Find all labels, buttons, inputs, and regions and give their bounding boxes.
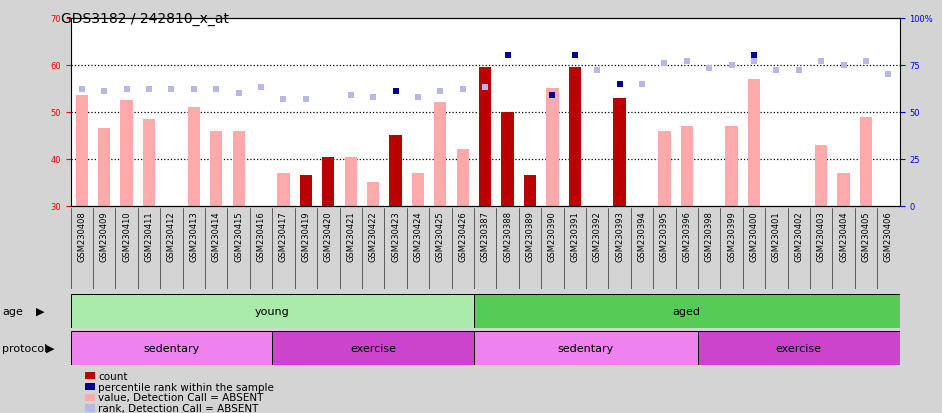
Text: GSM230401: GSM230401 bbox=[771, 211, 781, 261]
Text: GSM230390: GSM230390 bbox=[548, 211, 557, 261]
Bar bbox=[837, 173, 850, 206]
Bar bbox=[187, 108, 200, 206]
Text: GSM230402: GSM230402 bbox=[794, 211, 804, 261]
Text: GSM230422: GSM230422 bbox=[368, 211, 378, 261]
Bar bbox=[210, 131, 222, 206]
Bar bbox=[277, 173, 289, 206]
Text: GSM230419: GSM230419 bbox=[301, 211, 311, 261]
Text: GSM230392: GSM230392 bbox=[593, 211, 602, 261]
Text: GSM230417: GSM230417 bbox=[279, 211, 288, 261]
Text: GSM230426: GSM230426 bbox=[458, 211, 467, 261]
Text: GDS3182 / 242810_x_at: GDS3182 / 242810_x_at bbox=[61, 12, 229, 26]
Text: GSM230405: GSM230405 bbox=[862, 211, 870, 261]
Bar bbox=[501, 112, 513, 206]
Text: GSM230399: GSM230399 bbox=[727, 211, 736, 261]
Text: GSM230411: GSM230411 bbox=[144, 211, 154, 261]
Text: GSM230387: GSM230387 bbox=[480, 211, 490, 262]
Text: GSM230416: GSM230416 bbox=[256, 211, 266, 261]
Text: ▶: ▶ bbox=[36, 306, 44, 316]
Text: protocol: protocol bbox=[2, 343, 47, 353]
Text: exercise: exercise bbox=[776, 344, 821, 354]
Text: GSM230414: GSM230414 bbox=[212, 211, 220, 261]
Bar bbox=[681, 127, 693, 206]
Text: GSM230400: GSM230400 bbox=[750, 211, 758, 261]
Text: GSM230425: GSM230425 bbox=[436, 211, 445, 261]
Text: GSM230408: GSM230408 bbox=[77, 211, 87, 261]
Bar bbox=[815, 145, 827, 206]
Bar bbox=[883, 206, 895, 254]
Text: GSM230393: GSM230393 bbox=[615, 211, 624, 262]
Text: GSM230410: GSM230410 bbox=[122, 211, 131, 261]
Text: GSM230395: GSM230395 bbox=[659, 211, 669, 261]
Text: value, Detection Call = ABSENT: value, Detection Call = ABSENT bbox=[98, 392, 264, 402]
Text: young: young bbox=[255, 306, 289, 316]
Bar bbox=[345, 157, 357, 206]
Text: GSM230413: GSM230413 bbox=[189, 211, 199, 261]
Text: GSM230394: GSM230394 bbox=[638, 211, 646, 261]
Text: GSM230424: GSM230424 bbox=[414, 211, 422, 261]
Text: GSM230388: GSM230388 bbox=[503, 211, 512, 262]
Bar bbox=[143, 120, 155, 206]
Bar bbox=[698, 332, 900, 366]
Bar bbox=[412, 173, 424, 206]
Bar bbox=[300, 176, 312, 206]
Text: GSM230415: GSM230415 bbox=[235, 211, 243, 261]
Bar bbox=[636, 206, 648, 286]
Bar bbox=[457, 150, 469, 206]
Bar bbox=[389, 136, 401, 206]
Text: GSM230396: GSM230396 bbox=[682, 211, 691, 262]
Text: sedentary: sedentary bbox=[143, 344, 200, 354]
Bar bbox=[748, 80, 760, 206]
Bar bbox=[524, 176, 536, 206]
Text: GSM230389: GSM230389 bbox=[526, 211, 534, 262]
Text: aged: aged bbox=[673, 306, 701, 316]
Text: GSM230423: GSM230423 bbox=[391, 211, 400, 261]
Text: GSM230404: GSM230404 bbox=[839, 211, 848, 261]
Bar bbox=[71, 294, 474, 328]
Text: percentile rank within the sample: percentile rank within the sample bbox=[98, 382, 274, 392]
Bar bbox=[569, 68, 581, 206]
Bar bbox=[613, 98, 625, 206]
Bar bbox=[703, 206, 715, 254]
Text: ▶: ▶ bbox=[46, 343, 55, 353]
Text: GSM230406: GSM230406 bbox=[884, 211, 893, 261]
Text: GSM230403: GSM230403 bbox=[817, 211, 826, 261]
Bar bbox=[434, 103, 447, 206]
Bar bbox=[233, 131, 245, 206]
Text: exercise: exercise bbox=[350, 344, 396, 354]
Bar bbox=[591, 206, 603, 254]
Bar bbox=[322, 157, 334, 206]
Bar bbox=[272, 332, 474, 366]
Bar bbox=[98, 129, 110, 206]
Bar bbox=[792, 206, 805, 244]
Bar bbox=[367, 183, 380, 206]
Bar bbox=[121, 101, 133, 206]
Text: count: count bbox=[98, 371, 127, 381]
Text: GSM230420: GSM230420 bbox=[324, 211, 333, 261]
Text: sedentary: sedentary bbox=[558, 344, 614, 354]
Bar bbox=[546, 89, 559, 206]
Text: GSM230391: GSM230391 bbox=[570, 211, 579, 261]
Bar bbox=[474, 294, 900, 328]
Bar bbox=[474, 332, 698, 366]
Bar bbox=[771, 206, 783, 244]
Bar bbox=[658, 131, 671, 206]
Bar bbox=[860, 117, 872, 206]
Bar bbox=[71, 332, 272, 366]
Text: GSM230412: GSM230412 bbox=[167, 211, 176, 261]
Bar bbox=[479, 68, 492, 206]
Text: age: age bbox=[2, 306, 23, 316]
Text: GSM230421: GSM230421 bbox=[347, 211, 355, 261]
Text: rank, Detection Call = ABSENT: rank, Detection Call = ABSENT bbox=[98, 403, 258, 413]
Text: GSM230409: GSM230409 bbox=[100, 211, 108, 261]
Text: GSM230398: GSM230398 bbox=[705, 211, 714, 262]
Bar bbox=[75, 96, 88, 206]
Bar bbox=[725, 127, 738, 206]
